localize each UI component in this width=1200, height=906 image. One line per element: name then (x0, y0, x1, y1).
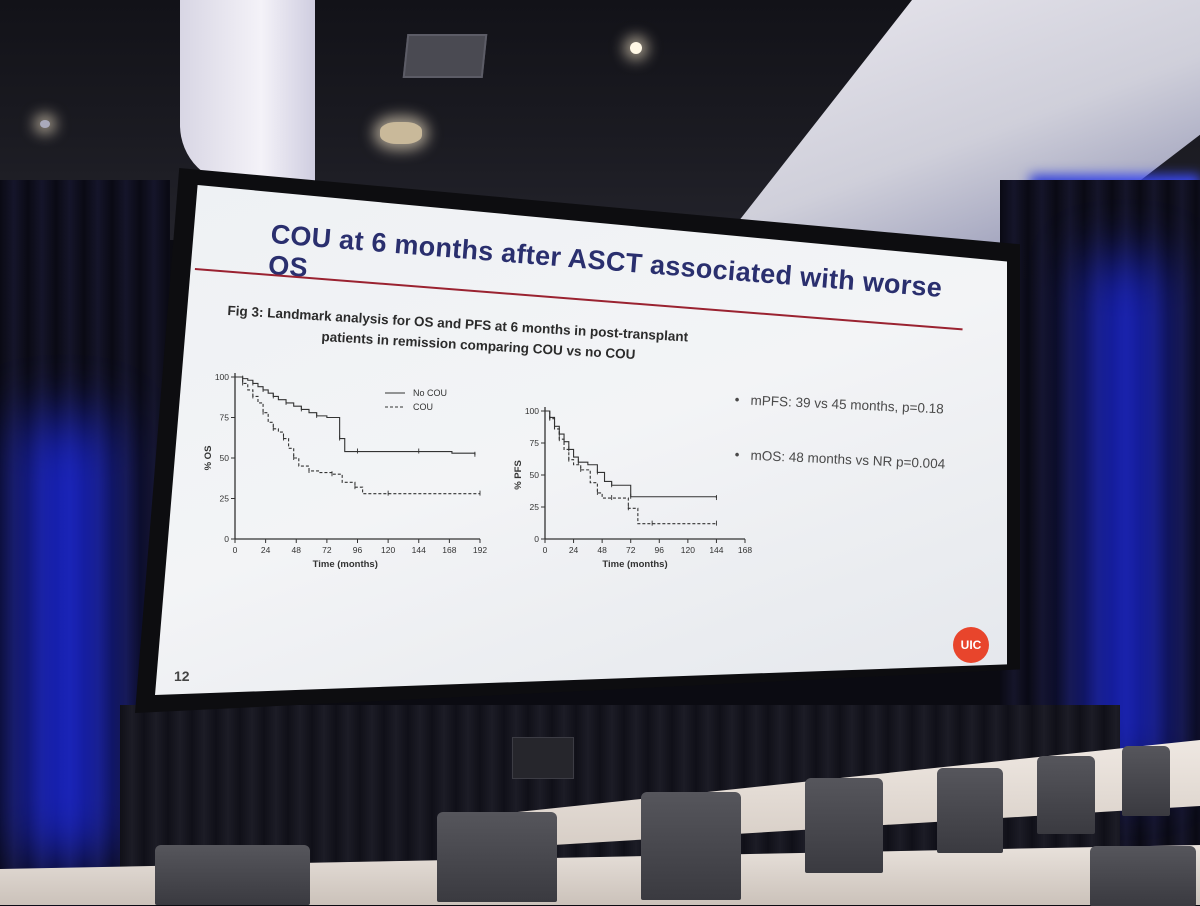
x-tick-label: 120 (381, 545, 395, 555)
y-tick-label: 0 (534, 534, 539, 544)
chair (1090, 846, 1196, 906)
x-axis-label: Time (months) (602, 559, 667, 570)
x-tick-label: 24 (569, 545, 579, 555)
slide-number: 12 (174, 668, 190, 684)
x-tick-label: 168 (738, 545, 752, 555)
ceiling-vent (402, 34, 488, 78)
y-tick-label: 25 (530, 502, 540, 512)
x-tick-label: 168 (442, 545, 456, 555)
chair (641, 792, 741, 900)
legend-label: No COU (413, 388, 447, 398)
x-tick-label: 48 (292, 545, 302, 555)
chair (155, 845, 310, 905)
series-line-no-cou (545, 410, 717, 499)
chair (1122, 746, 1170, 816)
x-tick-label: 144 (412, 545, 426, 555)
series-line-cou (545, 410, 717, 525)
ceiling-light (380, 122, 422, 144)
x-tick-label: 0 (543, 545, 548, 555)
uic-logo: UIC (953, 627, 989, 663)
y-tick-label: 50 (530, 470, 540, 480)
ceiling-soffit-left (180, 0, 315, 185)
blue-uplight-left (20, 420, 110, 860)
x-tick-label: 144 (709, 545, 723, 555)
ceiling-light (630, 42, 642, 54)
y-tick-label: 0 (224, 534, 229, 544)
x-tick-label: 96 (655, 545, 665, 555)
y-tick-label: 100 (215, 372, 229, 382)
os-kaplan-meier-chart: 0 24 48 72 96 120 144 168 192 0 25 50 75 100 Time (mon… (203, 372, 487, 570)
chair (805, 778, 883, 873)
x-tick-label: 96 (353, 545, 363, 555)
presentation-slide (155, 185, 1007, 695)
y-tick-label: 50 (220, 453, 230, 463)
chair (937, 768, 1003, 853)
series-line-cou (235, 376, 480, 495)
series-line-no-cou (235, 376, 476, 455)
y-tick-label: 100 (525, 406, 539, 416)
x-tick-label: 192 (473, 545, 487, 555)
x-tick-label: 72 (626, 545, 636, 555)
y-tick-label: 75 (530, 438, 540, 448)
ceiling-light (40, 120, 50, 128)
y-axis-label: % OS (203, 446, 214, 471)
chair (1037, 756, 1095, 834)
stage-monitor (512, 737, 574, 779)
y-tick-label: 75 (220, 413, 230, 423)
legend-label: COU (413, 402, 433, 412)
x-tick-label: 0 (233, 545, 238, 555)
x-tick-label: 48 (597, 545, 607, 555)
pfs-kaplan-meier-chart: 0 24 48 72 96 120 144 168 0 25 50 75 100 Time (months… (513, 406, 752, 570)
chair (437, 812, 557, 902)
x-axis-label: Time (months) (313, 559, 378, 570)
y-axis-label: % PFS (513, 460, 524, 490)
x-tick-label: 72 (322, 545, 332, 555)
blue-uplight-right (1085, 260, 1165, 780)
y-tick-label: 25 (220, 494, 230, 504)
x-tick-label: 24 (261, 545, 271, 555)
x-tick-label: 120 (681, 545, 695, 555)
